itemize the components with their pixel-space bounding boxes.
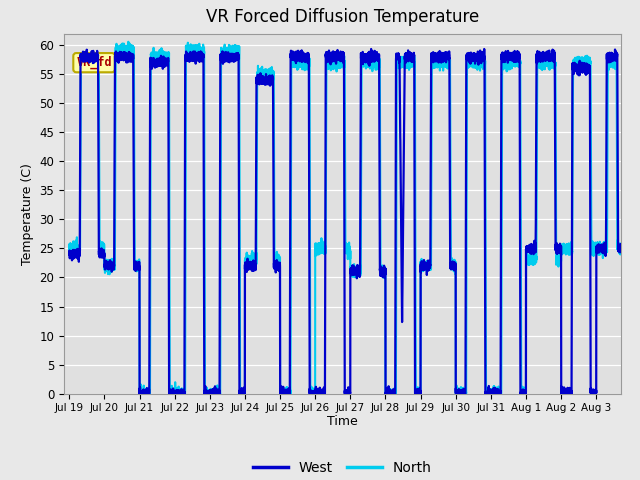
- West: [238, 389, 246, 395]
- West: [317, 391, 325, 396]
- North: [488, 387, 495, 393]
- Title: VR Forced Diffusion Temperature: VR Forced Diffusion Temperature: [206, 9, 479, 26]
- North: [211, 391, 219, 396]
- West: [627, 247, 635, 253]
- North: [317, 247, 325, 253]
- North: [238, 389, 246, 395]
- North: [556, 259, 563, 265]
- North: [627, 248, 635, 254]
- Line: West: West: [69, 49, 631, 394]
- Y-axis label: Temperature (C): Temperature (C): [21, 163, 34, 264]
- Text: VR_fd: VR_fd: [76, 56, 112, 69]
- Legend: West, North: West, North: [248, 455, 437, 480]
- West: [481, 46, 488, 52]
- North: [65, 246, 73, 252]
- West: [211, 384, 219, 389]
- West: [488, 389, 495, 395]
- West: [65, 250, 73, 256]
- X-axis label: Time: Time: [327, 415, 358, 428]
- Line: North: North: [69, 42, 631, 394]
- North: [85, 61, 93, 67]
- West: [85, 52, 93, 58]
- North: [136, 391, 143, 396]
- West: [556, 245, 563, 251]
- West: [136, 391, 143, 396]
- North: [125, 39, 132, 45]
